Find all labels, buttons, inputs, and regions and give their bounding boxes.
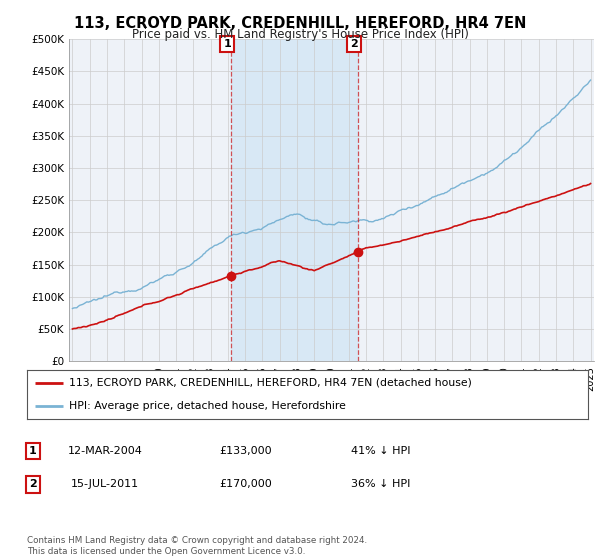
Text: 113, ECROYD PARK, CREDENHILL, HEREFORD, HR4 7EN (detached house): 113, ECROYD PARK, CREDENHILL, HEREFORD, … [69,378,472,388]
Text: 1: 1 [29,446,37,456]
Text: 41% ↓ HPI: 41% ↓ HPI [351,446,411,456]
Text: 36% ↓ HPI: 36% ↓ HPI [352,479,410,489]
Text: Price paid vs. HM Land Registry's House Price Index (HPI): Price paid vs. HM Land Registry's House … [131,28,469,41]
Text: Contains HM Land Registry data © Crown copyright and database right 2024.
This d: Contains HM Land Registry data © Crown c… [27,536,367,556]
Text: 2: 2 [350,39,358,49]
Text: £170,000: £170,000 [220,479,272,489]
Text: 113, ECROYD PARK, CREDENHILL, HEREFORD, HR4 7EN: 113, ECROYD PARK, CREDENHILL, HEREFORD, … [74,16,526,31]
Text: 1: 1 [224,39,232,49]
Bar [232,39,358,361]
Text: 12-MAR-2004: 12-MAR-2004 [68,446,142,456]
Text: HPI: Average price, detached house, Herefordshire: HPI: Average price, detached house, Here… [69,400,346,410]
Text: £133,000: £133,000 [220,446,272,456]
Text: 15-JUL-2011: 15-JUL-2011 [71,479,139,489]
Text: 2: 2 [29,479,37,489]
